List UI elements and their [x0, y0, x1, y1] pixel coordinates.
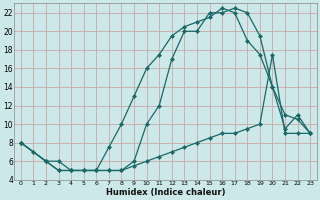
X-axis label: Humidex (Indice chaleur): Humidex (Indice chaleur)	[106, 188, 225, 197]
